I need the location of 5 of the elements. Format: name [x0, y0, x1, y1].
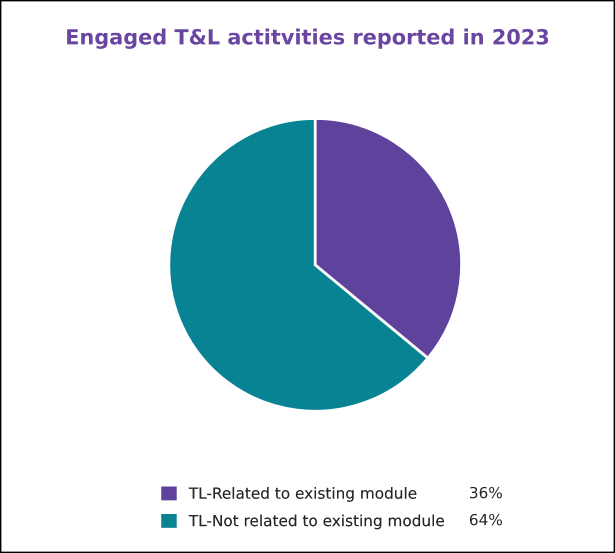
legend-label: TL-Related to existing module — [188, 487, 416, 502]
legend-label: TL-Not related to existing module — [188, 514, 444, 530]
chart-title: Engaged T&L actitvities reported in 2023 — [67, 28, 548, 49]
data-label: 64% — [470, 514, 502, 526]
data-label: 36% — [470, 486, 502, 498]
